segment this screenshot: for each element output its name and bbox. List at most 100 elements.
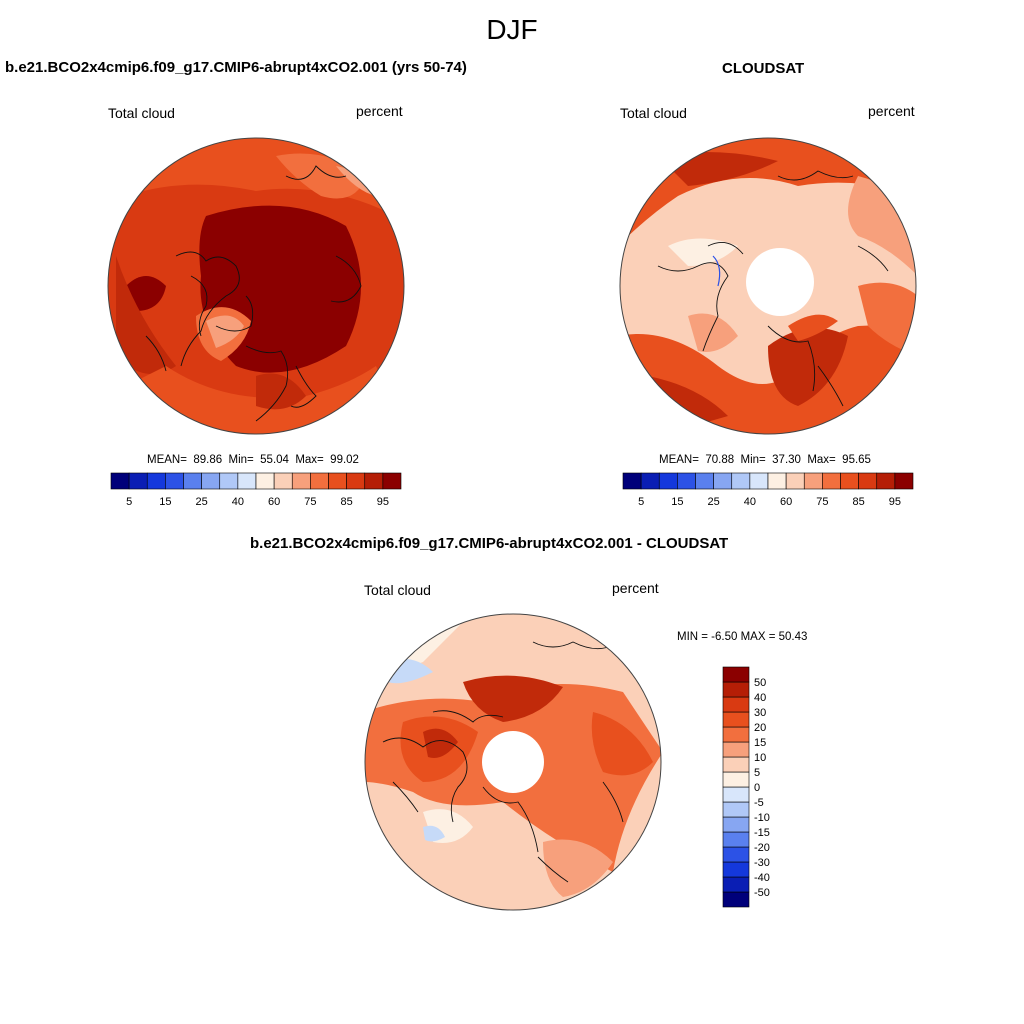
- model-colorbar-box-2: [146, 472, 166, 490]
- model-colorbar-box-8: [255, 472, 275, 490]
- obs-colorbar-box-2: [658, 472, 678, 490]
- diff-colorbar-tick-6: 5: [754, 767, 760, 779]
- model-colorbar-box-13: [346, 472, 366, 490]
- model-mean-label: MEAN=: [147, 454, 187, 466]
- obs-colorbar-box-0: [622, 472, 642, 490]
- model-colorbar: 5 15 25 40 60 75 85 95: [110, 472, 402, 508]
- diff-colorbar-box-11: [722, 726, 750, 743]
- season-title: DJF: [486, 14, 538, 45]
- model-colorbar-box-0: [110, 472, 130, 490]
- obs-colorbar-box-14: [876, 472, 896, 490]
- diff-colorbar-tick-14: -50: [754, 887, 770, 899]
- model-mean-value: 89.86: [193, 454, 223, 466]
- obs-colorbar-box-15: [894, 472, 914, 490]
- obs-mean-value: 70.88: [705, 454, 735, 466]
- obs-colorbar-box-8: [767, 472, 787, 490]
- model-panel-title: b.e21.BCO2x4cmip6.f09_g17.CMIP6-abrupt4x…: [5, 59, 467, 76]
- model-min-label: Min=: [228, 454, 254, 466]
- obs-colorbar-box-12: [840, 472, 859, 490]
- model-colorbar-box-15: [382, 472, 402, 490]
- model-colorbar-tick-7: 95: [377, 496, 389, 508]
- obs-colorbar-box-11: [822, 472, 841, 490]
- diff-colorbar-tick-4: 15: [754, 737, 766, 749]
- diff-colorbar-tick-5: 10: [754, 752, 766, 764]
- model-colorbar-box-9: [273, 472, 293, 490]
- diff-colorbar-box-0: [722, 891, 750, 908]
- diff-colorbar-box-7: [722, 786, 750, 803]
- obs-colorbar-box-7: [749, 472, 769, 490]
- obs-min-label: Min=: [740, 454, 766, 466]
- diff-colorbar-box-15: [722, 666, 750, 683]
- obs-colorbar-box-13: [858, 472, 878, 490]
- diff-colorbar-box-9: [722, 756, 750, 773]
- obs-stats: MEAN= 70.88 Min= 37.30 Max= 95.65: [659, 454, 871, 466]
- obs-colorbar-box-9: [785, 472, 805, 490]
- diff-colorbar-box-13: [722, 696, 750, 713]
- model-colorbar-box-5: [201, 472, 221, 490]
- model-colorbar-tick-5: 75: [304, 496, 316, 508]
- model-colorbar-box-3: [165, 472, 184, 490]
- diff-colorbar-tick-11: -20: [754, 842, 770, 854]
- obs-colorbar-tick-1: 15: [671, 496, 683, 508]
- diff-colorbar-box-5: [722, 816, 750, 833]
- obs-colorbar-tick-3: 40: [744, 496, 756, 508]
- obs-colorbar-box-3: [677, 472, 696, 490]
- obs-max-label: Max=: [807, 454, 836, 466]
- model-colorbar-box-14: [364, 472, 384, 490]
- diff-colorbar-box-10: [722, 741, 750, 758]
- obs-colorbar-tick-5: 75: [816, 496, 828, 508]
- obs-polar-map: [619, 137, 917, 435]
- model-colorbar-tick-6: 85: [341, 496, 353, 508]
- diff-colorbar-box-1: [722, 876, 750, 893]
- model-left-label: Total cloud: [108, 105, 175, 121]
- obs-colorbar: 5 15 25 40 60 75 85 95: [622, 472, 914, 508]
- obs-max-value: 95.65: [842, 454, 871, 466]
- diff-left-label: Total cloud: [364, 582, 431, 598]
- model-polar-map: [107, 137, 405, 435]
- obs-colorbar-box-5: [713, 472, 733, 490]
- model-max-label: Max=: [295, 454, 324, 466]
- diff-colorbar-tick-9: -10: [754, 812, 770, 824]
- obs-colorbar-tick-4: 60: [780, 496, 792, 508]
- diff-colorbar-tick-7: 0: [754, 782, 760, 794]
- diff-colorbar-box-3: [722, 846, 750, 863]
- model-colorbar-tick-3: 40: [232, 496, 244, 508]
- diff-colorbar-tick-0: 50: [754, 677, 766, 689]
- obs-colorbar-box-1: [640, 472, 660, 490]
- obs-mean-label: MEAN=: [659, 454, 699, 466]
- model-colorbar-box-7: [237, 472, 257, 490]
- diff-colorbar-tick-3: 20: [754, 722, 766, 734]
- obs-colorbar-tick-6: 85: [853, 496, 865, 508]
- diff-panel-title: b.e21.BCO2x4cmip6.f09_g17.CMIP6-abrupt4x…: [250, 535, 729, 552]
- obs-colorbar-box-6: [731, 472, 751, 490]
- diff-units-label: percent: [612, 580, 659, 596]
- diff-colorbar-tick-8: -5: [754, 797, 764, 809]
- model-colorbar-tick-4: 60: [268, 496, 280, 508]
- diff-colorbar-tick-13: -40: [754, 872, 770, 884]
- model-units-label: percent: [356, 103, 403, 119]
- obs-colorbar-box-10: [803, 472, 823, 490]
- obs-colorbar-tick-0: 5: [638, 496, 644, 508]
- model-colorbar-box-11: [310, 472, 329, 490]
- model-colorbar-box-10: [291, 472, 311, 490]
- diff-colorbar-tick-1: 40: [754, 692, 766, 704]
- model-colorbar-tick-2: 25: [196, 496, 208, 508]
- model-max-value: 99.02: [330, 454, 359, 466]
- model-stats: MEAN= 89.86 Min= 55.04 Max= 99.02: [147, 454, 359, 466]
- obs-left-label: Total cloud: [620, 105, 687, 121]
- diff-colorbar-box-4: [722, 831, 750, 848]
- diff-colorbar-box-2: [722, 861, 750, 878]
- model-colorbar-tick-1: 15: [159, 496, 171, 508]
- diff-polar-map: [364, 613, 662, 911]
- diff-stats: MIN = -6.50 MAX = 50.43: [677, 631, 808, 643]
- obs-colorbar-tick-7: 95: [889, 496, 901, 508]
- diff-colorbar-box-6: [722, 801, 750, 818]
- obs-min-value: 37.30: [772, 454, 801, 466]
- obs-panel-title: CLOUDSAT: [722, 60, 805, 77]
- diff-colorbar-tick-10: -15: [754, 827, 770, 839]
- model-colorbar-box-1: [128, 472, 148, 490]
- obs-units-label: percent: [868, 103, 915, 119]
- model-colorbar-box-12: [328, 472, 347, 490]
- diff-colorbar-tick-12: -30: [754, 857, 770, 869]
